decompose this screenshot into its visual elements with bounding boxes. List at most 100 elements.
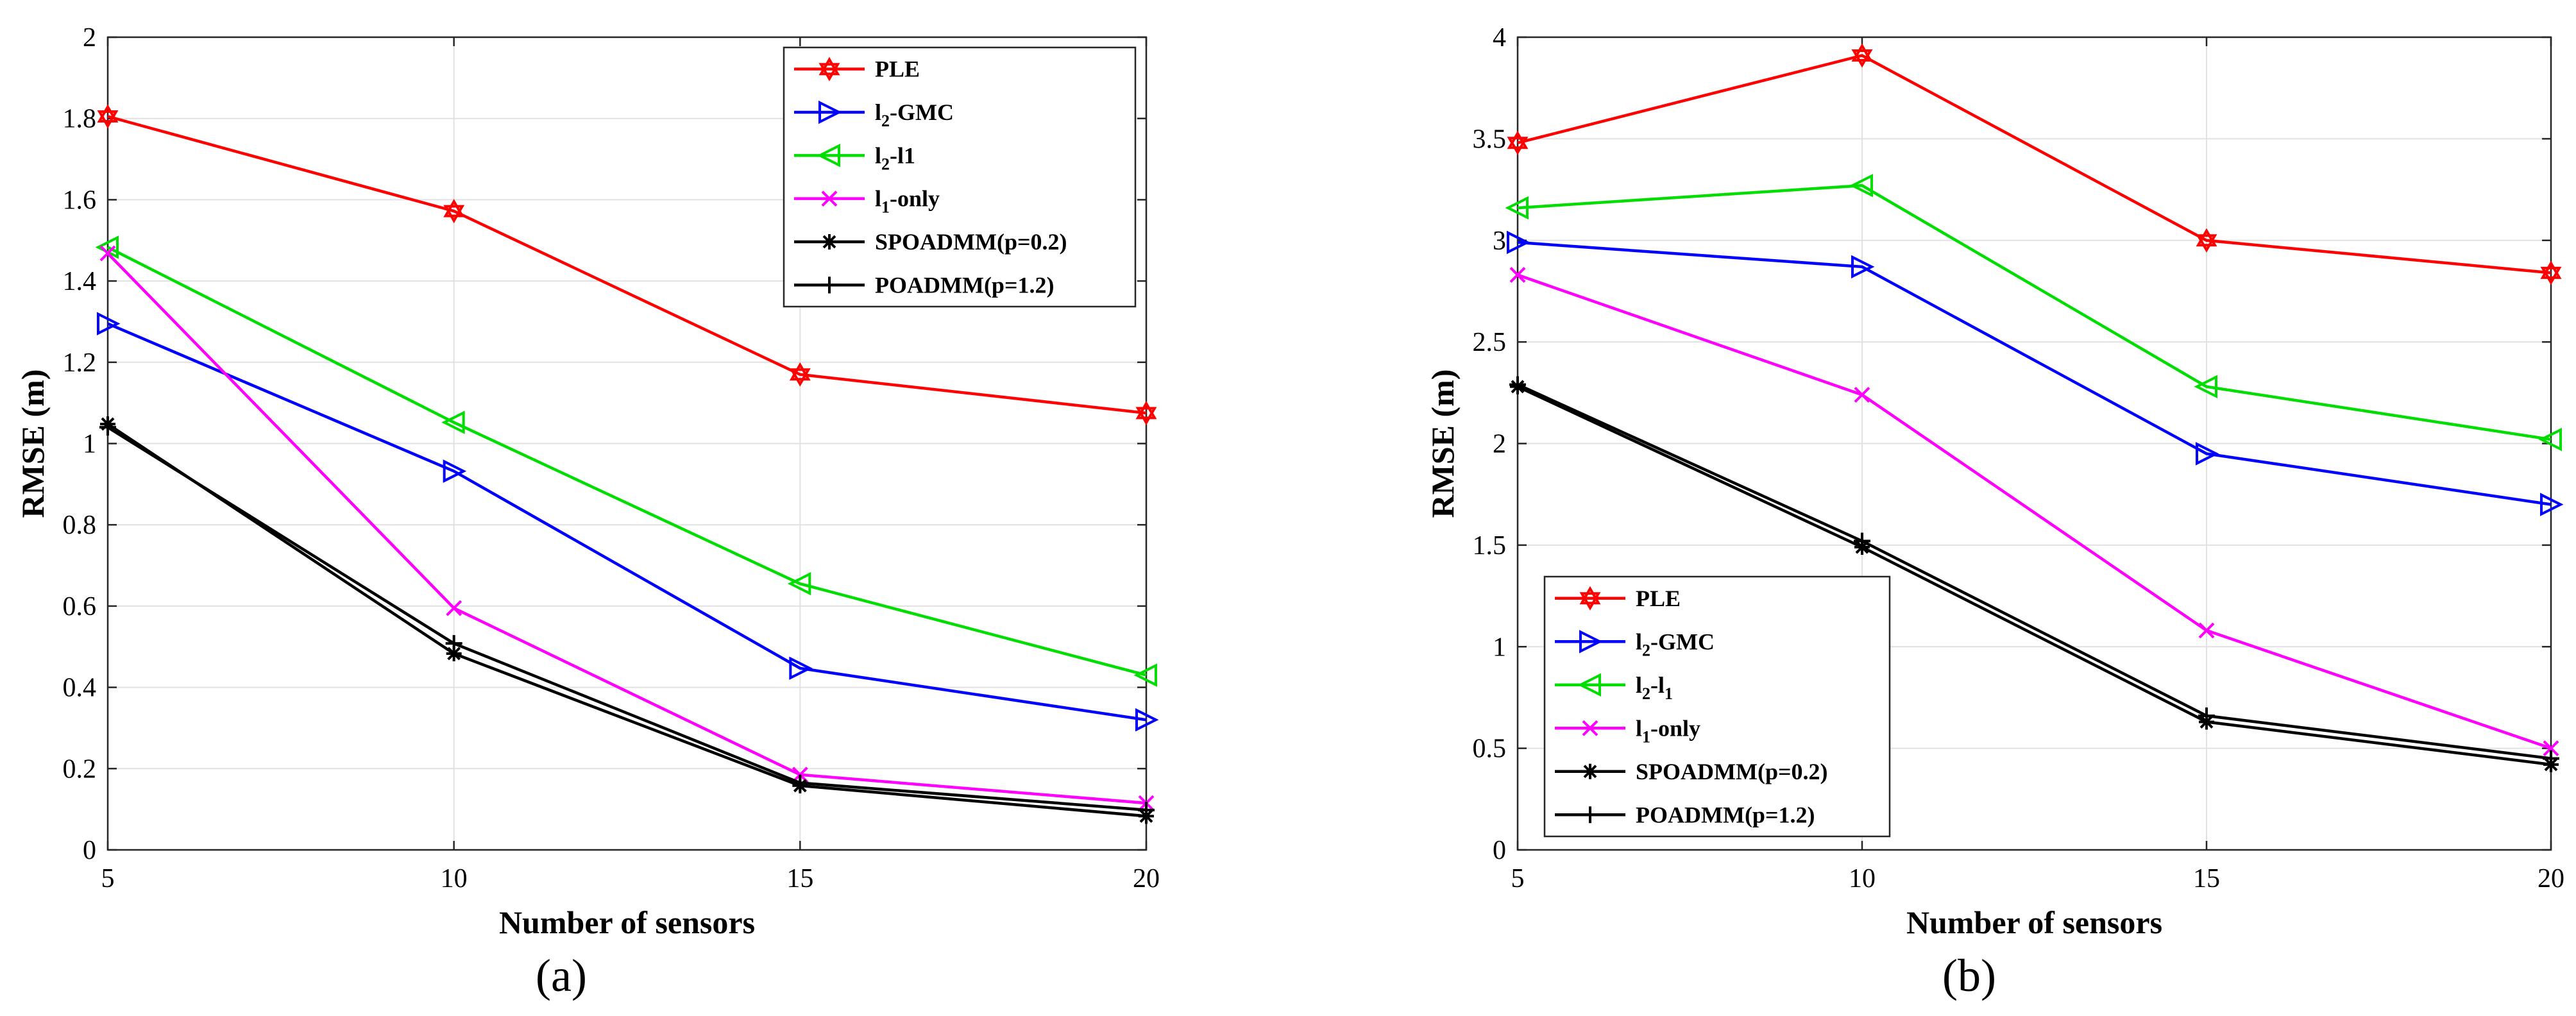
data-point bbox=[99, 419, 116, 436]
legend-label: l2-GMC bbox=[875, 99, 954, 130]
series-0 bbox=[97, 104, 1157, 425]
legend-item: SPOADMM(p=0.2) bbox=[794, 229, 1067, 255]
legend-marker bbox=[821, 190, 838, 207]
legend-item: l2-GMC bbox=[1555, 629, 1715, 659]
chart-b: 5 10 15 20 0 0.5 1 1.5 2 2.5 3 3.5 4 Number of sensor… bbox=[1425, 23, 2564, 1001]
data-point-down bbox=[1135, 407, 1157, 425]
ticks: 5 10 15 20 0 0.2 0.4 0.6 0.8 1 1.2 1.4 1.6 1.8 2 bbox=[63, 23, 1160, 893]
data-point-down bbox=[2196, 234, 2217, 253]
data-point bbox=[1509, 376, 1526, 393]
series-line bbox=[106, 426, 1147, 812]
chart-a: 5 10 15 20 0 0.2 0.4 0.6 0.8 1 1.2 1.4 1.6 1.8 2 Number… bbox=[15, 23, 1160, 1001]
series-1 bbox=[1507, 230, 2564, 516]
legend-box bbox=[1543, 575, 1891, 838]
x-tick-label: 10 bbox=[441, 864, 468, 893]
legend-marker bbox=[817, 144, 840, 167]
y-tick-label: 0 bbox=[1493, 836, 1506, 865]
y-axis-label: RMSE (m) bbox=[1425, 369, 1461, 518]
series-5 bbox=[1509, 376, 2559, 767]
legend-label: SPOADMM(p=0.2) bbox=[1636, 759, 1827, 784]
data-point bbox=[1135, 708, 1159, 732]
y-tick-label: 3 bbox=[1493, 226, 1506, 256]
data-point bbox=[1135, 401, 1157, 425]
legend-item: SPOADMM(p=0.2) bbox=[1555, 759, 1827, 784]
data-point bbox=[1849, 173, 1873, 198]
legend-marker bbox=[1579, 586, 1601, 611]
data-point-up bbox=[1851, 43, 1873, 62]
data-point-up bbox=[2196, 228, 2217, 247]
data-point bbox=[2198, 707, 2215, 724]
legend-label: PLE bbox=[875, 56, 920, 82]
x-tick-label: 20 bbox=[2538, 864, 2564, 893]
y-tick-label: 0.8 bbox=[63, 511, 97, 540]
series-3 bbox=[1509, 267, 2559, 757]
series-line bbox=[1517, 383, 2552, 760]
legend-label: l2-l1 bbox=[875, 142, 915, 173]
data-point bbox=[2196, 228, 2217, 253]
series-line bbox=[106, 423, 1147, 818]
data-point bbox=[2543, 740, 2559, 757]
legend-label: l2-GMC bbox=[1636, 629, 1715, 659]
legend-label: PLE bbox=[1636, 586, 1681, 611]
data-point bbox=[97, 312, 121, 335]
data-point bbox=[2540, 260, 2562, 285]
data-point-down bbox=[1851, 49, 1873, 68]
legend-label: POADMM(p=1.2) bbox=[1636, 802, 1815, 827]
x-tick-label: 5 bbox=[101, 864, 115, 893]
y-tick-label: 0.5 bbox=[1473, 734, 1507, 764]
series-line bbox=[1517, 183, 2552, 441]
series-line bbox=[106, 246, 1147, 677]
legend-item: l2-GMC bbox=[794, 99, 954, 130]
series-2 bbox=[1505, 173, 2562, 452]
data-point-down bbox=[97, 110, 119, 129]
legend-item: l1-only bbox=[1555, 715, 1700, 746]
data-point-down bbox=[2540, 266, 2562, 285]
legend-marker bbox=[1582, 763, 1598, 779]
legend-marker-down bbox=[1579, 592, 1601, 611]
series-5 bbox=[99, 419, 1155, 818]
data-point bbox=[2194, 375, 2217, 399]
y-tick-label: 0.2 bbox=[63, 754, 97, 784]
legend-marker bbox=[818, 56, 840, 81]
y-tick-label: 1 bbox=[83, 430, 96, 459]
legend-item: POADMM(p=1.2) bbox=[794, 272, 1054, 298]
x-tick-label: 5 bbox=[1511, 864, 1525, 893]
y-tick-label: 1.6 bbox=[63, 185, 97, 215]
series-line bbox=[1517, 273, 2552, 750]
data-point bbox=[789, 362, 811, 387]
data-point bbox=[1507, 130, 1529, 155]
y-tick-label: 2.5 bbox=[1473, 328, 1507, 357]
x-tick-label: 20 bbox=[1133, 864, 1160, 893]
x-tick-label: 10 bbox=[1849, 864, 1876, 893]
data-point-up bbox=[789, 362, 811, 381]
legend: PLE l2-GMC l2-l1 l1-only SPOADMM(p=0.2) POADM… bbox=[1543, 575, 1891, 838]
legend-label: SPOADMM(p=0.2) bbox=[875, 229, 1067, 255]
series-0 bbox=[1507, 43, 2562, 285]
y-tick-label: 1.4 bbox=[63, 267, 97, 296]
legend-marker-up bbox=[818, 56, 840, 76]
series-1 bbox=[97, 312, 1159, 732]
data-point-up bbox=[2540, 260, 2562, 279]
series-line bbox=[107, 115, 1147, 415]
data-point-down bbox=[1507, 137, 1529, 155]
x-axis-label: Number of sensors bbox=[1906, 904, 2162, 940]
data-point bbox=[1851, 43, 1873, 68]
y-tick-label: 0.6 bbox=[63, 592, 97, 622]
data-point bbox=[443, 459, 467, 483]
data-point bbox=[445, 635, 462, 652]
legend-marker bbox=[821, 276, 838, 294]
legend-item: l2-l1 bbox=[794, 142, 915, 173]
legend-marker-down bbox=[818, 63, 840, 81]
legend-item: l2-l1 bbox=[1555, 672, 1673, 703]
y-tick-label: 1.8 bbox=[63, 105, 97, 134]
panel-label: (a) bbox=[536, 950, 587, 1001]
legend-label: l1-only bbox=[1636, 715, 1700, 746]
data-point bbox=[1138, 801, 1155, 818]
legend-marker bbox=[1582, 720, 1598, 736]
data-point bbox=[1854, 532, 1870, 550]
y-tick-label: 4 bbox=[1493, 23, 1506, 53]
legend-box bbox=[783, 46, 1137, 308]
legend-label: POADMM(p=1.2) bbox=[875, 272, 1054, 298]
legend-marker bbox=[818, 100, 842, 124]
